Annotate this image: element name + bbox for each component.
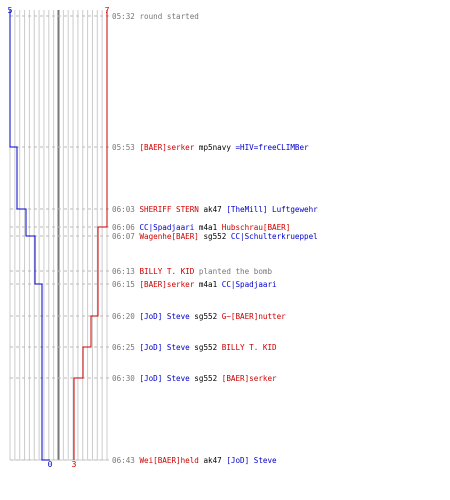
event-time: 06:15	[112, 280, 139, 289]
event-text: [JoD] Steve	[226, 456, 277, 465]
event-text: sg552	[199, 232, 231, 241]
event-text: =HIV=freeCLIMBer	[235, 143, 309, 152]
event-time: 06:06	[112, 223, 139, 232]
event-row: 06:07 Wagenhe[BAER] sg552 CC|Schulterkru…	[112, 232, 318, 241]
timeline-grid	[9, 10, 108, 461]
event-time: 06:07	[112, 232, 139, 241]
event-text: [BAER]serker	[222, 374, 277, 383]
team-a-end-count: 0	[48, 460, 53, 469]
event-time: 06:20	[112, 312, 139, 321]
event-row: 06:30 [JoD] Steve sg552 [BAER]serker	[112, 374, 277, 383]
event-row: 06:43 Wei[BAER]held ak47 [JoD] Steve	[112, 456, 277, 465]
event-row: 06:03 SHERIFF STERN ak47 [TheMill] Luftg…	[112, 205, 318, 214]
event-text: m4a1	[194, 223, 221, 232]
event-time: 06:30	[112, 374, 139, 383]
event-text: SHERIFF STERN	[139, 205, 199, 214]
event-row: 06:25 [JoD] Steve sg552 BILLY T. KID	[112, 343, 277, 352]
team-a-start-count: 5	[8, 6, 13, 15]
event-text: BILLY T. KID	[139, 267, 194, 276]
event-time: 06:25	[112, 343, 139, 352]
event-text: CC|Schulterkrueppel	[231, 232, 318, 241]
event-text: sg552	[190, 374, 222, 383]
event-text: [BAER]serker	[139, 280, 194, 289]
event-text: ak47	[199, 205, 226, 214]
event-text: planted the bomb	[194, 267, 272, 276]
event-text: sg552	[190, 343, 222, 352]
event-row: 06:20 [JoD] Steve sg552 G~[BAER]nutter	[112, 312, 286, 321]
event-text: [JoD] Steve	[139, 312, 190, 321]
event-guides	[10, 15, 110, 461]
event-text: ak47	[199, 456, 226, 465]
event-text: [JoD] Steve	[139, 343, 190, 352]
event-text: [TheMill] Luftgewehr	[226, 205, 318, 214]
event-text: [JoD] Steve	[139, 374, 190, 383]
event-time: 06:13	[112, 267, 139, 276]
event-row: 06:15 [BAER]serker m4a1 CC|Spadjaari	[112, 280, 277, 289]
event-time: 06:03	[112, 205, 139, 214]
event-text: m4a1	[194, 280, 221, 289]
team-a-alive-line	[9, 10, 50, 461]
alive-count-lines	[9, 10, 108, 461]
event-row: 06:06 CC|Spadjaari m4a1 Hubschrau[BAER]	[112, 223, 290, 232]
event-text: BILLY T. KID	[222, 343, 277, 352]
event-text: [BAER]serker	[139, 143, 194, 152]
event-text: Wagenhe[BAER]	[139, 232, 198, 241]
event-text: CC|Spadjaari	[139, 223, 194, 232]
team-b-end-count: 3	[72, 460, 77, 469]
event-time: 05:32	[112, 12, 139, 21]
event-time: 05:53	[112, 143, 139, 152]
event-text: Wei[BAER]held	[139, 456, 198, 465]
team-b-alive-line	[73, 10, 108, 460]
team-b-start-count: 7	[105, 6, 110, 15]
event-text: mp5navy	[194, 143, 235, 152]
event-text: Hubschrau[BAER]	[222, 223, 291, 232]
event-log: 05:32 round started 05:53 [BAER]serker mp…	[112, 12, 318, 465]
event-text: sg552	[190, 312, 222, 321]
event-row: 06:13 BILLY T. KID planted the bomb	[112, 267, 272, 276]
event-row: 05:32 round started	[112, 12, 199, 21]
event-text: G~[BAER]nutter	[222, 312, 286, 321]
count-labels: 5 7 0 3	[8, 6, 110, 469]
event-text: round started	[139, 12, 198, 21]
event-text: CC|Spadjaari	[222, 280, 277, 289]
event-row: 05:53 [BAER]serker mp5navy =HIV=freeCLIM…	[112, 143, 309, 152]
event-time: 06:43	[112, 456, 139, 465]
